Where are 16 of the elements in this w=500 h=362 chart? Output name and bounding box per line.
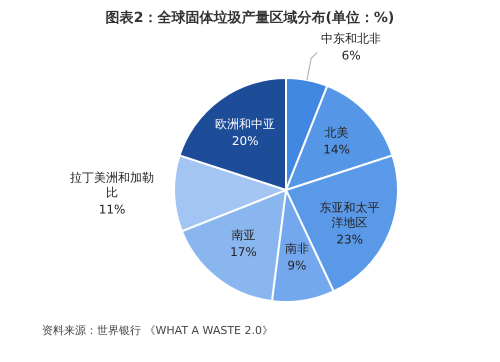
- slice-label: 中东和北非: [321, 31, 382, 46]
- slice-label: 东亚和太平洋地区: [320, 200, 380, 230]
- data-label: 11%: [98, 202, 126, 216]
- slice-label: 南亚: [231, 228, 256, 242]
- slice-label: 拉丁美洲和加勒比: [70, 170, 154, 200]
- data-label: 23%: [336, 232, 364, 247]
- slice-label: 北美: [324, 125, 349, 140]
- slice-label: 欧洲和中亚: [215, 116, 276, 131]
- data-label: 9%: [287, 258, 306, 273]
- slice-label: 南非: [284, 242, 309, 256]
- data-label: 6%: [342, 48, 361, 62]
- text: 资料来源：世界银行 《WHAT A WASTE 2.0》: [42, 324, 273, 337]
- data-label: 17%: [230, 244, 257, 259]
- data-label: 20%: [232, 134, 259, 148]
- data-label: 14%: [323, 142, 350, 156]
- chart-title: 图表2：全球固体垃圾产量区域分布(单位：%): [106, 9, 394, 26]
